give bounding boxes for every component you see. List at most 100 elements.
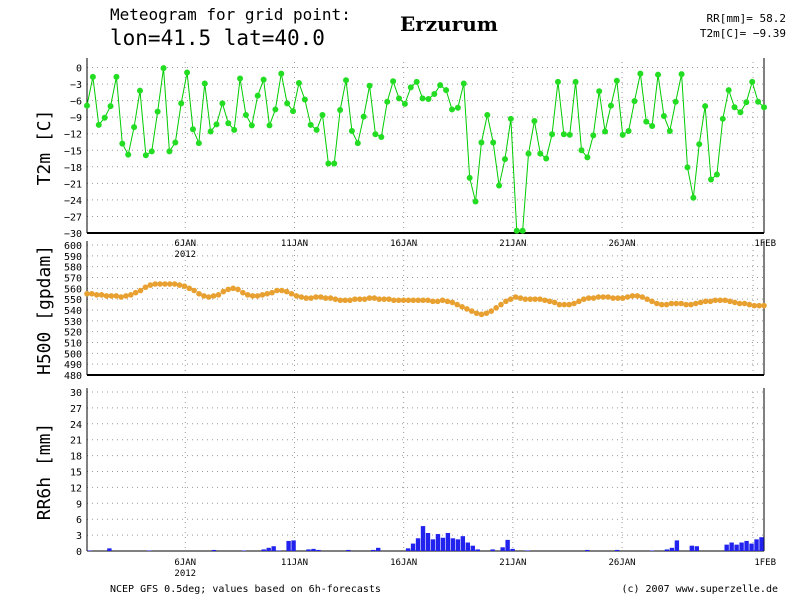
t2m-point [755,98,762,105]
h500-point [162,281,168,287]
h500-point [142,284,149,291]
rr6h-bar [460,536,466,551]
rr6h-bar [286,540,291,551]
y-tick-label: 18 [70,452,82,463]
t2m-point [501,156,508,163]
t2m-point [649,122,656,129]
h500-point [166,281,173,287]
t2m-point [631,98,638,105]
h500-point [488,308,495,314]
h500-point [478,311,485,318]
t2m-point [507,115,514,122]
h500-point [405,297,412,304]
h500-point [283,288,290,295]
rr6h-bar [614,549,620,551]
h500-point [288,290,295,297]
t2m-point [584,154,591,161]
y-tick-label: −9 [70,113,82,124]
h500-point [210,293,217,299]
t2m-point [678,71,685,78]
h500-point [244,292,251,298]
h500-point [605,294,611,300]
y-tick-label: 0 [76,64,82,75]
rr6h-bar [266,547,271,551]
h500-point [702,298,709,305]
rr6h-bar [376,547,381,551]
y-axis-title: RR6h [mm] [34,423,55,521]
h500-point [683,301,689,308]
t2m-point [160,65,167,72]
t2m-point [660,113,667,120]
h500-point [610,295,616,301]
h500-point [361,296,368,302]
rr6h-bar [261,549,266,551]
t2m-line [86,68,765,232]
t2m-point [272,106,279,113]
t2m-point [596,88,603,95]
t2m-point [666,127,673,134]
t2m-point [254,92,261,99]
rr6h-bar [649,550,655,551]
date-label: 26JAN [609,239,636,249]
t2m-point [248,122,255,129]
date-label: 6JAN [174,558,196,568]
data-source-note: NCEP GFS 0.5deg; values based on 6h-fore… [110,584,381,595]
t2m-point [231,126,238,133]
h500-point [537,296,543,302]
h500-point [444,298,451,305]
h500-point [235,286,241,293]
t2m-point [525,150,532,157]
h500-point [89,290,95,297]
h500-point [113,293,120,299]
t2m-point [484,111,491,118]
t2m-point [566,131,573,138]
y-tick-label: 600 [64,241,82,252]
h500-point [590,295,597,301]
t2m-point [761,104,767,111]
h500-point [468,308,475,314]
y-tick-label: 24 [70,420,82,431]
t2m-point [708,176,715,183]
y-tick-label: 480 [64,371,82,382]
h500-point [395,297,402,304]
h500-point [532,296,538,302]
t2m-point [313,126,320,133]
t2m-point [331,160,338,167]
h500-point [381,296,387,302]
rr6h-bar [525,550,530,551]
h500-point [546,298,553,305]
h500-point [327,295,334,301]
t2m-point [136,87,143,94]
rr6h-bar [664,549,670,551]
h500-point [352,296,358,302]
rr6h-bar [724,544,729,551]
t2m-point [89,73,96,80]
h500-point [522,296,529,302]
h500-point [230,285,236,292]
h500-point [639,294,646,300]
t2m-point [107,103,114,110]
y-tick-label: 3 [76,531,82,542]
t2m-point [554,78,561,85]
h500-point [279,287,285,294]
t2m-point [207,128,214,135]
h500-point [629,293,636,299]
t2m-point [543,155,550,162]
t2m-point [478,139,485,146]
date-label: 16JAN [390,239,417,249]
t2m-point [619,131,626,138]
h500-point [493,305,499,311]
t2m-point [95,121,102,128]
t2m-point [142,152,149,159]
y-tick-label: −18 [64,163,82,174]
rr6h-bar [87,550,92,551]
h500-point [663,301,670,308]
t2m-point [119,140,126,147]
h500-point [225,286,232,293]
h500-point [459,303,465,310]
t2m-point [625,127,632,134]
t2m-point [560,131,567,138]
rr6h-bar [241,550,246,551]
h500-point [137,287,144,294]
